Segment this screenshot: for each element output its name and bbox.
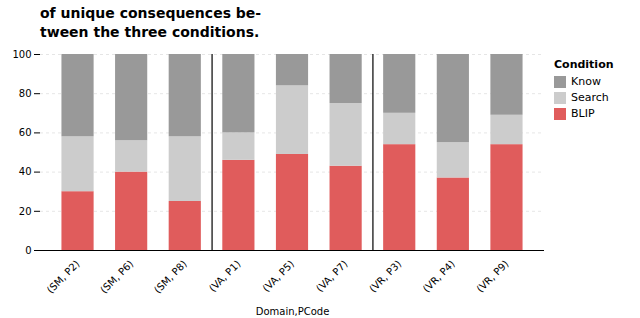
svg-text:(SM, P6): (SM, P6) — [98, 258, 135, 295]
svg-text:(VR, P3): (VR, P3) — [367, 258, 403, 294]
svg-text:(VR, P4): (VR, P4) — [421, 258, 457, 294]
svg-text:80: 80 — [19, 88, 32, 99]
svg-text:60: 60 — [19, 127, 32, 138]
svg-text:0: 0 — [25, 245, 31, 256]
svg-text:40: 40 — [19, 166, 32, 177]
html-text:tween the three conditions.: tween the three conditions. — [40, 24, 260, 40]
html-text:Search: Search — [571, 91, 609, 104]
html-text:BLIP: BLIP — [571, 107, 595, 120]
svg-text:100: 100 — [12, 49, 31, 60]
svg-text:(VA, P5): (VA, P5) — [260, 258, 296, 294]
svg-text:(VA, P1): (VA, P1) — [207, 258, 243, 294]
svg-text:(SM, P8): (SM, P8) — [152, 258, 189, 295]
svg-text:(VA, P7): (VA, P7) — [314, 258, 350, 294]
svg-text:Domain,PCode: Domain,PCode — [256, 306, 330, 317]
svg-text:(VR, P9): (VR, P9) — [474, 258, 510, 294]
svg-text:(SM, P2): (SM, P2) — [45, 258, 82, 295]
html-text:of unique consequences be-: of unique consequences be- — [40, 5, 262, 21]
html-text:Condition: Condition — [554, 58, 614, 71]
svg-text:20: 20 — [19, 206, 32, 217]
html-text:Know: Know — [571, 75, 601, 88]
